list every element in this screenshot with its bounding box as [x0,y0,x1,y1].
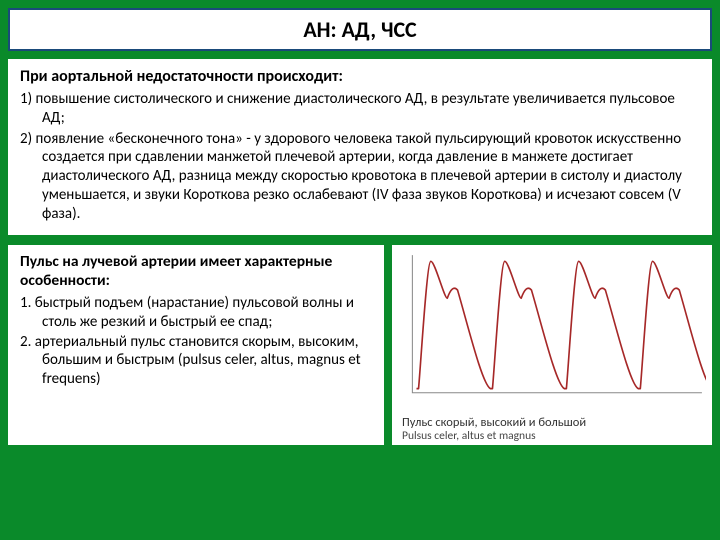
chart-caption: Пульс скорый, высокий и большой Pulsus c… [398,414,706,444]
pulse-waveform-chart: Пульс скорый, высокий и большой Pulsus c… [392,245,712,445]
section1-heading: При аортальной недостаточности происходи… [20,67,700,86]
page-title: АН: АД, ЧСС [20,16,700,43]
caption-line-1: Пульс скорый, высокий и большой [402,416,706,430]
section-pulse-features: Пульс на лучевой артерии имеет характерн… [8,245,384,445]
section-aortic-insufficiency: При аортальной недостаточности происходи… [8,59,712,235]
title-box: АН: АД, ЧСС [8,8,712,51]
section2-list: 1. быстрый подъем (нарастание) пульсовой… [20,294,372,387]
list-item: 2. артериальный пульс становится скорым,… [20,333,372,388]
section2-heading: Пульс на лучевой артерии имеет характерн… [20,253,372,290]
list-item: 2) появление «бесконечного тона» - у здо… [20,130,700,224]
list-item: 1) повышение систолического и снижение д… [20,90,700,128]
section1-list: 1) повышение систолического и снижение д… [20,90,700,223]
list-item: 1. быстрый подъем (нарастание) пульсовой… [20,294,372,331]
chart-svg-wrap [398,249,706,413]
pulse-waveform-svg [398,249,706,413]
caption-line-2: Pulsus celer, altus et magnus [402,430,706,443]
bottom-row: Пульс на лучевой артерии имеет характерн… [8,245,712,445]
